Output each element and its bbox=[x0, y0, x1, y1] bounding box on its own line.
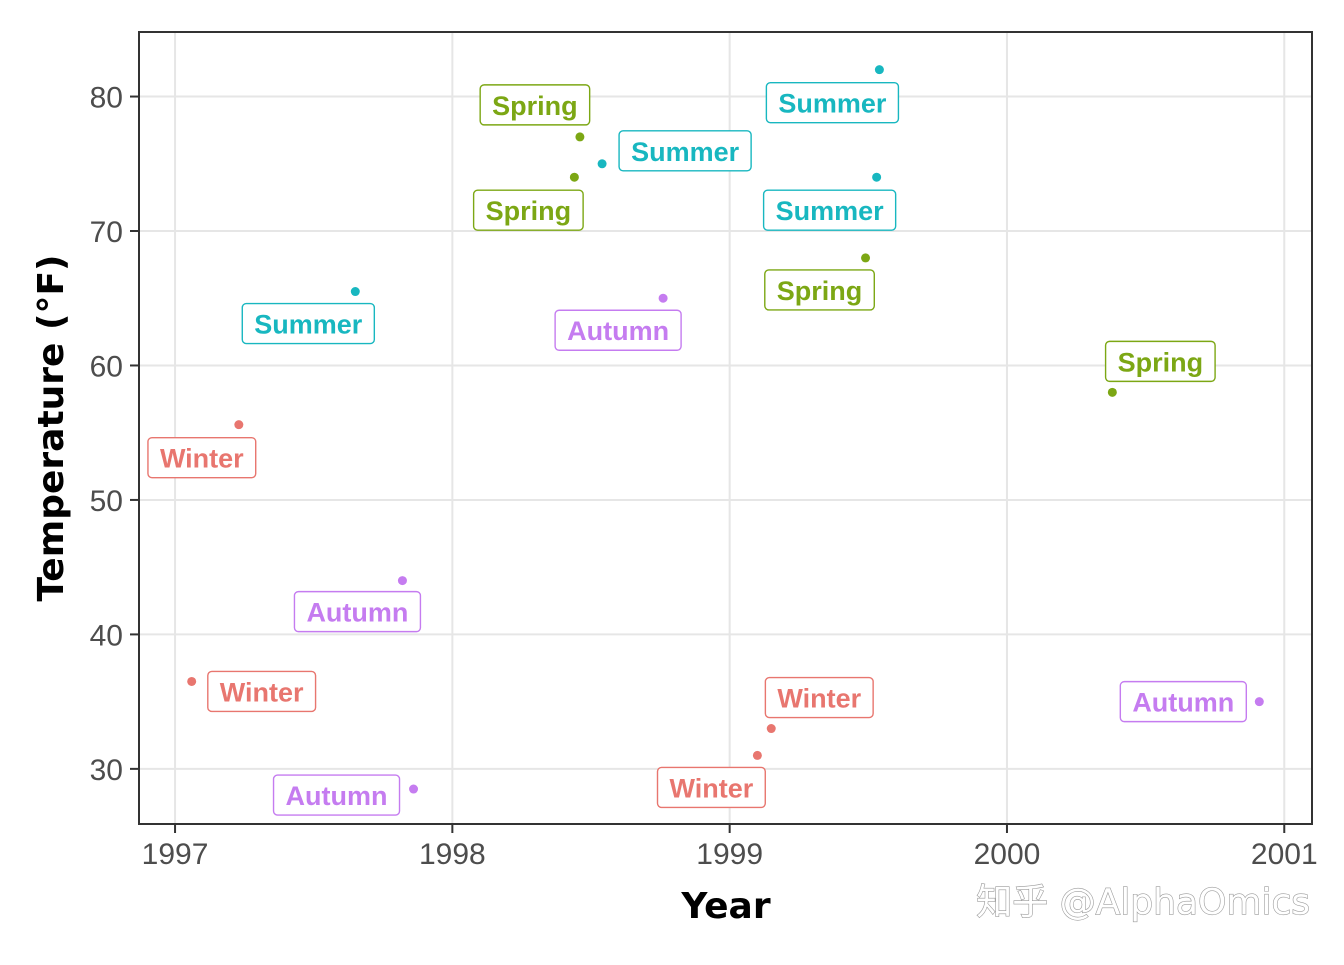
data-point-summer bbox=[874, 65, 884, 75]
point-label: Winter bbox=[764, 676, 874, 719]
label-box bbox=[293, 590, 422, 633]
label-text: Summer bbox=[776, 196, 885, 226]
point-label: Spring bbox=[479, 84, 591, 126]
axis-ticks: 1997 1998 1999 2000 2001 30 40 50 60 70 80 bbox=[90, 82, 1318, 871]
label-text: Autumn bbox=[286, 781, 388, 811]
x-axis-title: Year bbox=[680, 886, 770, 927]
label-text: Spring bbox=[492, 91, 578, 121]
point-label: Summer bbox=[762, 189, 897, 231]
watermark-text: 知乎 @AlphaOmics bbox=[976, 882, 1310, 923]
label-text: Autumn bbox=[1132, 688, 1234, 718]
point-label: Spring bbox=[1104, 340, 1216, 383]
label-box bbox=[1119, 680, 1248, 723]
label-box bbox=[472, 189, 584, 231]
data-point-spring bbox=[861, 253, 871, 263]
label-box bbox=[656, 766, 766, 809]
label-text: Spring bbox=[777, 276, 863, 306]
point-labels: Winter Winter Summer Autumn Autumn Spring Spri… bbox=[147, 81, 1248, 816]
label-box bbox=[272, 774, 401, 816]
data-point-autumn bbox=[397, 576, 407, 586]
label-box bbox=[241, 302, 376, 345]
label-box bbox=[207, 670, 317, 713]
x-tick-label: 2000 bbox=[974, 838, 1041, 871]
label-text: Summer bbox=[778, 89, 887, 119]
point-label: Winter bbox=[207, 670, 317, 713]
y-tick-label: 80 bbox=[90, 82, 123, 115]
x-tick-label: 1998 bbox=[419, 838, 486, 871]
label-box bbox=[1104, 340, 1216, 383]
label-box bbox=[764, 269, 875, 311]
label-text: Winter bbox=[160, 444, 244, 474]
label-text: Summer bbox=[631, 137, 740, 167]
data-point-summer bbox=[872, 172, 882, 182]
point-label: Summer bbox=[765, 81, 900, 124]
data-point-winter bbox=[234, 420, 244, 430]
label-text: Spring bbox=[1118, 347, 1204, 377]
label-text: Spring bbox=[486, 196, 572, 226]
y-tick-label: 40 bbox=[90, 619, 123, 652]
label-text: Winter bbox=[670, 773, 754, 803]
data-point-spring bbox=[1107, 387, 1117, 397]
y-tick-label: 60 bbox=[90, 350, 123, 383]
data-point-winter bbox=[766, 724, 776, 734]
label-box bbox=[147, 436, 257, 479]
data-point-spring bbox=[575, 132, 585, 142]
point-label: Autumn bbox=[554, 309, 682, 351]
label-box bbox=[764, 676, 874, 719]
point-label: Summer bbox=[618, 130, 752, 172]
label-text: Winter bbox=[777, 684, 861, 714]
point-label: Autumn bbox=[272, 774, 401, 816]
point-label: Autumn bbox=[293, 590, 422, 633]
data-point-summer bbox=[597, 159, 607, 169]
data-point-winter bbox=[752, 750, 762, 760]
label-box bbox=[618, 130, 752, 172]
data-point-spring bbox=[569, 172, 579, 182]
y-axis-title: Temperature (°F) bbox=[31, 255, 72, 602]
panel-frame bbox=[138, 31, 1313, 825]
label-box bbox=[762, 189, 897, 231]
data-point-summer bbox=[350, 287, 360, 297]
label-box bbox=[765, 81, 900, 124]
label-text: Autumn bbox=[567, 316, 669, 346]
y-tick-label: 50 bbox=[90, 485, 123, 518]
y-tick-label: 70 bbox=[90, 216, 123, 249]
data-point-winter bbox=[187, 676, 197, 686]
point-label: Autumn bbox=[1119, 680, 1248, 723]
label-box bbox=[554, 309, 682, 351]
panel-border bbox=[138, 31, 1313, 825]
x-tick-label: 1999 bbox=[696, 838, 763, 871]
data-point-autumn bbox=[658, 293, 668, 303]
y-tick-label: 30 bbox=[90, 754, 123, 787]
label-text: Autumn bbox=[306, 598, 408, 628]
x-tick-label: 2001 bbox=[1251, 838, 1318, 871]
data-points bbox=[187, 65, 1264, 794]
data-point-autumn bbox=[409, 784, 419, 794]
point-label: Spring bbox=[472, 189, 584, 231]
point-label: Winter bbox=[656, 766, 766, 809]
label-text: Winter bbox=[220, 677, 304, 707]
point-label: Winter bbox=[147, 436, 257, 479]
point-label: Summer bbox=[241, 302, 376, 345]
label-box bbox=[479, 84, 591, 126]
data-point-autumn bbox=[1254, 697, 1264, 707]
point-label: Spring bbox=[764, 269, 875, 311]
label-text: Summer bbox=[254, 310, 363, 340]
x-tick-label: 1997 bbox=[142, 838, 209, 871]
